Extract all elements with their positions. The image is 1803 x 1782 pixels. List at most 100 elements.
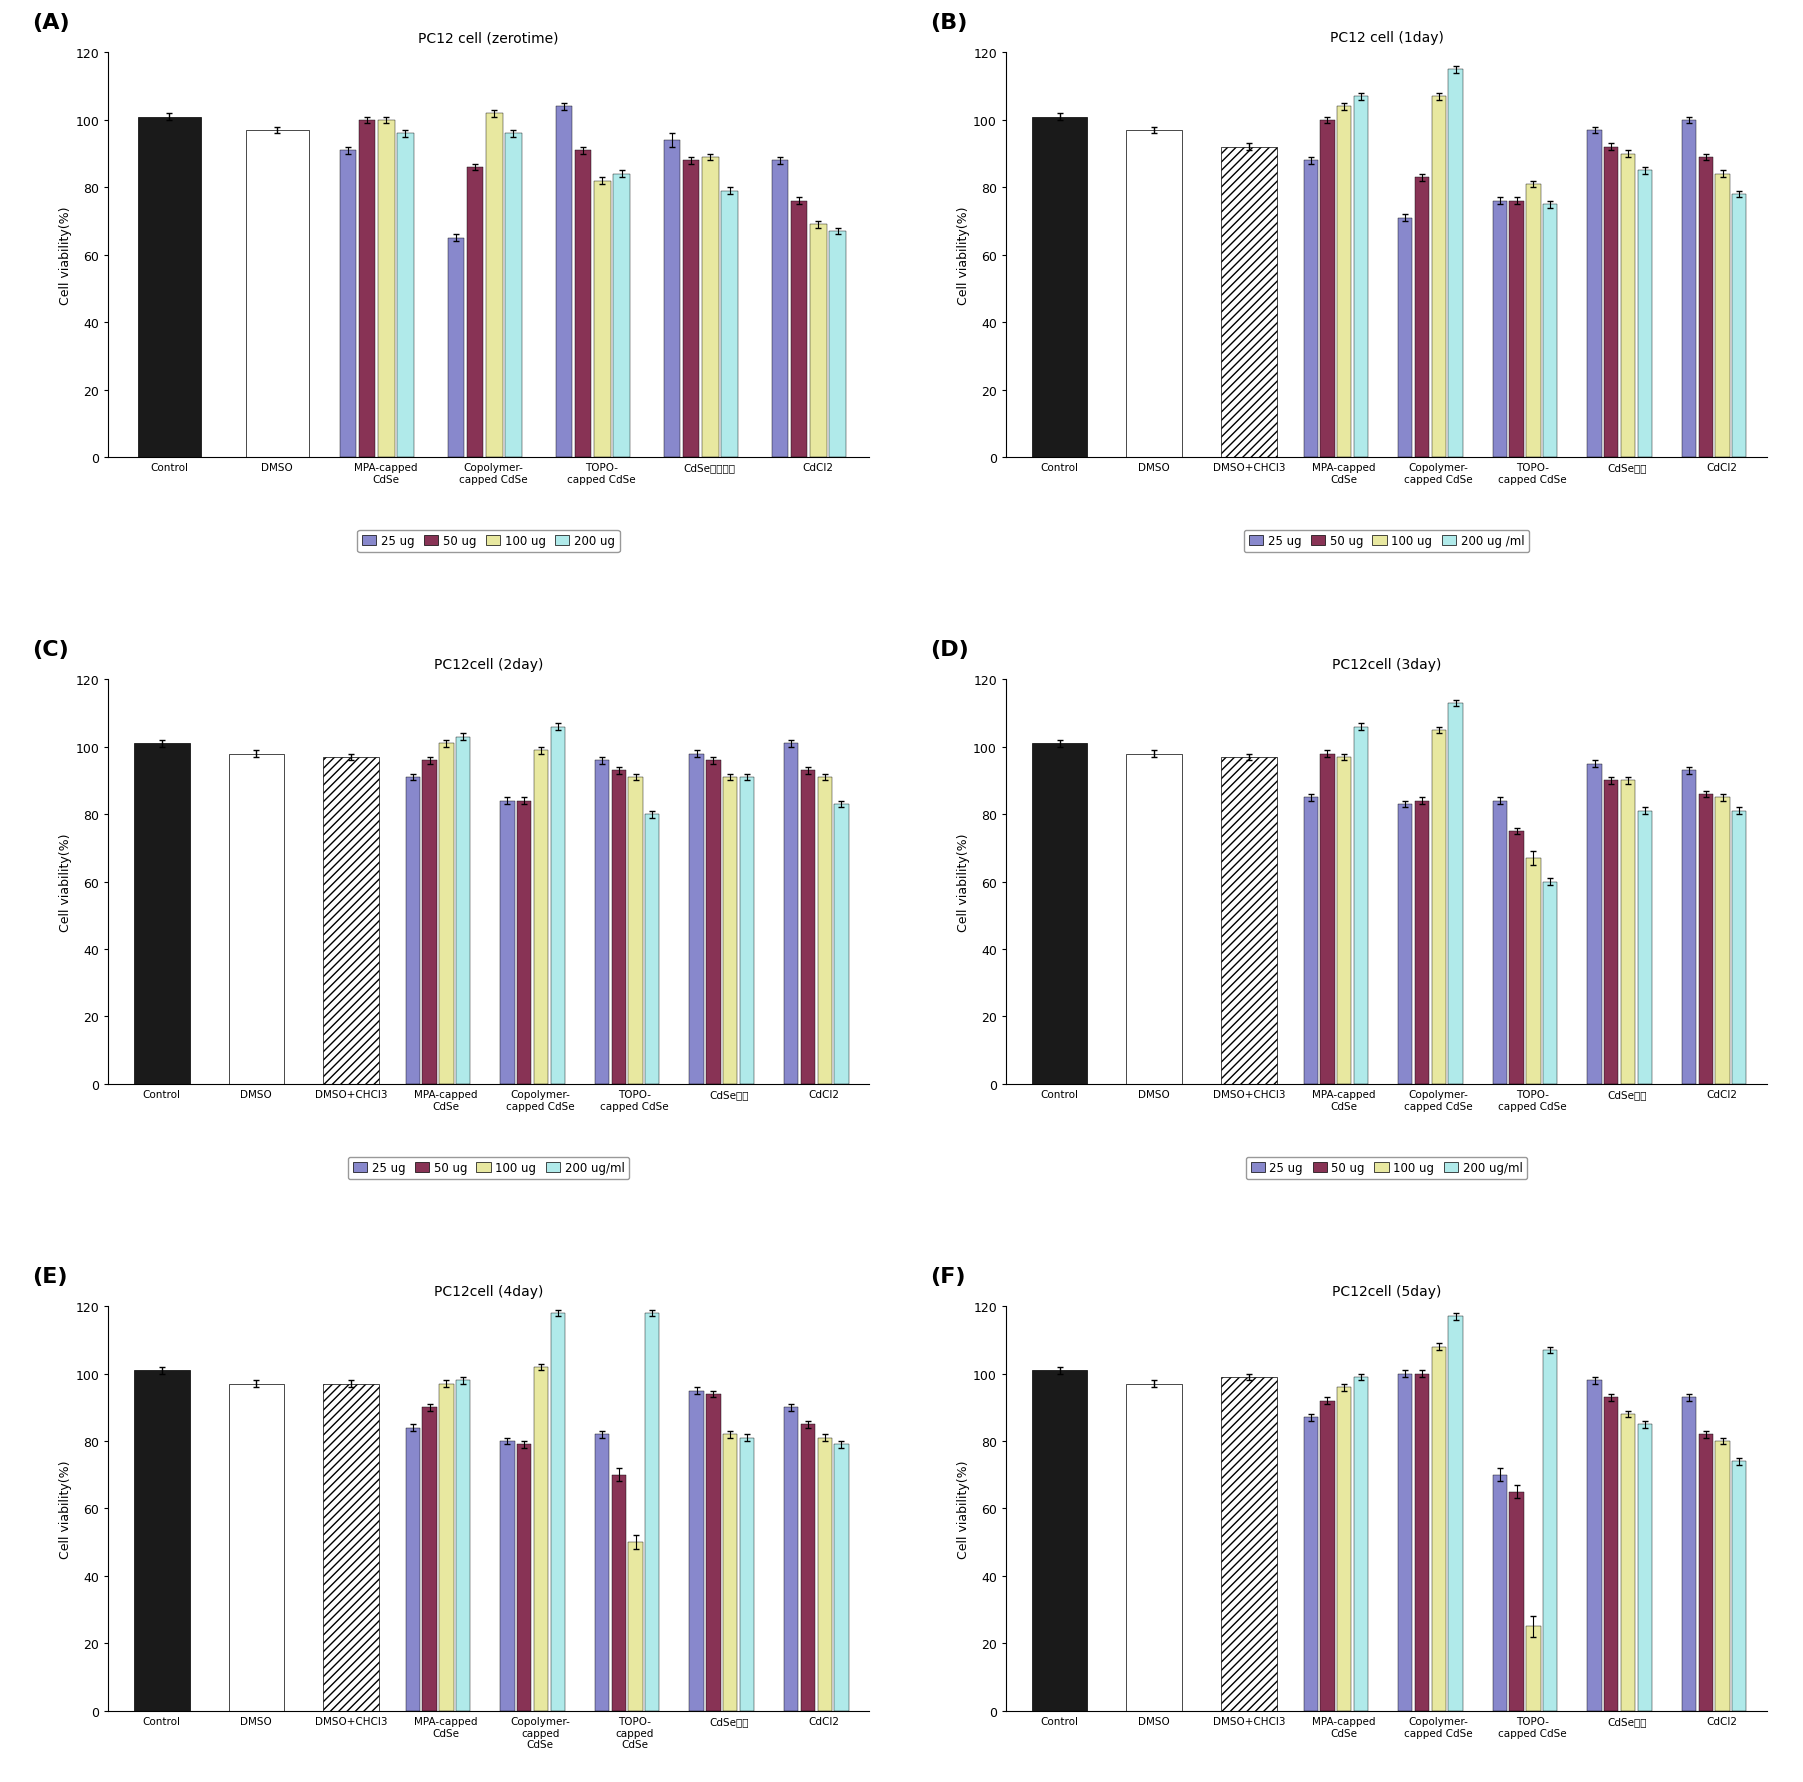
Bar — [499, 1442, 514, 1711]
Bar — [629, 1541, 642, 1711]
Bar — [1415, 1374, 1430, 1711]
Bar — [1320, 754, 1334, 1083]
Bar — [645, 1313, 660, 1711]
Legend: 25 ug, 50 ug, 100 ug, 200 ug /ml: 25 ug, 50 ug, 100 ug, 200 ug /ml — [1244, 531, 1529, 552]
Title: PC12 cell (zerotime): PC12 cell (zerotime) — [418, 32, 559, 45]
Bar — [1031, 745, 1087, 1083]
Bar — [707, 1394, 721, 1711]
Legend: 25 ug, 50 ug, 100 ug, 200 ug: 25 ug, 50 ug, 100 ug, 200 ug — [357, 531, 620, 552]
Bar — [323, 1385, 379, 1711]
Bar — [1304, 1418, 1318, 1711]
Bar — [456, 1381, 471, 1711]
Bar — [467, 168, 483, 458]
Bar — [595, 182, 611, 458]
Bar — [534, 750, 548, 1083]
Bar — [1448, 704, 1462, 1083]
Bar — [595, 761, 609, 1083]
Bar — [422, 761, 436, 1083]
Bar — [1527, 185, 1540, 458]
Bar — [1605, 1397, 1619, 1711]
Bar — [1637, 1424, 1652, 1711]
Bar — [1448, 1317, 1462, 1711]
Bar — [1493, 201, 1507, 458]
Bar — [1031, 118, 1087, 458]
Bar — [723, 777, 737, 1083]
Bar — [505, 134, 521, 458]
Bar — [1543, 1351, 1558, 1711]
Bar — [1543, 205, 1558, 458]
Legend: 25 ug, 50 ug, 100 ug, 200 ug/ml: 25 ug, 50 ug, 100 ug, 200 ug/ml — [1246, 1157, 1527, 1180]
Bar — [1698, 795, 1713, 1083]
Bar — [810, 225, 826, 458]
Bar — [689, 1390, 703, 1711]
Bar — [1127, 130, 1183, 458]
Bar — [1221, 148, 1277, 458]
Bar — [1493, 802, 1507, 1083]
Bar — [1397, 805, 1412, 1083]
Bar — [555, 107, 572, 458]
Bar — [1621, 155, 1635, 458]
Bar — [739, 1438, 754, 1711]
Bar — [701, 159, 719, 458]
Bar — [1733, 194, 1747, 458]
Text: (E): (E) — [32, 1265, 67, 1287]
Legend: 25 ug, 50 ug, 100 ug, 200 ug/ml: 25 ug, 50 ug, 100 ug, 200 ug/ml — [348, 1157, 629, 1180]
Bar — [1509, 201, 1524, 458]
Bar — [1715, 1442, 1729, 1711]
Bar — [1432, 731, 1446, 1083]
Text: (B): (B) — [930, 12, 968, 34]
Bar — [229, 754, 285, 1083]
Bar — [1527, 859, 1540, 1083]
Y-axis label: Cell viability(%): Cell viability(%) — [957, 1459, 970, 1557]
Bar — [1354, 727, 1368, 1083]
Bar — [817, 1438, 831, 1711]
Bar — [422, 1408, 436, 1711]
Title: PC12 cell (1day): PC12 cell (1day) — [1329, 32, 1444, 45]
Bar — [595, 1435, 609, 1711]
Bar — [1587, 764, 1601, 1083]
Bar — [683, 160, 700, 458]
Bar — [1509, 1492, 1524, 1711]
Bar — [1338, 1388, 1352, 1711]
Bar — [1637, 811, 1652, 1083]
Bar — [550, 1313, 564, 1711]
Bar — [1127, 1385, 1183, 1711]
Bar — [499, 802, 514, 1083]
Y-axis label: Cell viability(%): Cell viability(%) — [957, 207, 970, 305]
Y-axis label: Cell viability(%): Cell viability(%) — [59, 832, 72, 932]
Bar — [772, 160, 788, 458]
Title: PC12cell (3day): PC12cell (3day) — [1332, 658, 1441, 672]
Bar — [645, 814, 660, 1083]
Title: PC12cell (2day): PC12cell (2day) — [435, 658, 543, 672]
Bar — [611, 772, 626, 1083]
Bar — [1733, 811, 1747, 1083]
Bar — [323, 757, 379, 1083]
Bar — [575, 151, 591, 458]
Bar — [1320, 121, 1334, 458]
Bar — [440, 745, 454, 1083]
Bar — [379, 121, 395, 458]
Bar — [1397, 219, 1412, 458]
Bar — [397, 134, 413, 458]
Bar — [835, 805, 849, 1083]
Bar — [1397, 1374, 1412, 1711]
Bar — [133, 745, 189, 1083]
Title: PC12cell (4day): PC12cell (4day) — [435, 1285, 543, 1299]
Bar — [1682, 1397, 1697, 1711]
Bar — [341, 151, 357, 458]
Bar — [447, 239, 465, 458]
Bar — [611, 1475, 626, 1711]
Bar — [613, 175, 629, 458]
Bar — [1715, 175, 1729, 458]
Bar — [1682, 772, 1697, 1083]
Bar — [1509, 832, 1524, 1083]
Bar — [1621, 1415, 1635, 1711]
Bar — [1637, 171, 1652, 458]
Bar — [1304, 798, 1318, 1083]
Bar — [801, 1424, 815, 1711]
Y-axis label: Cell viability(%): Cell viability(%) — [59, 1459, 72, 1557]
Bar — [517, 1445, 532, 1711]
Text: (F): (F) — [930, 1265, 965, 1287]
Bar — [1415, 802, 1430, 1083]
Bar — [440, 1385, 454, 1711]
